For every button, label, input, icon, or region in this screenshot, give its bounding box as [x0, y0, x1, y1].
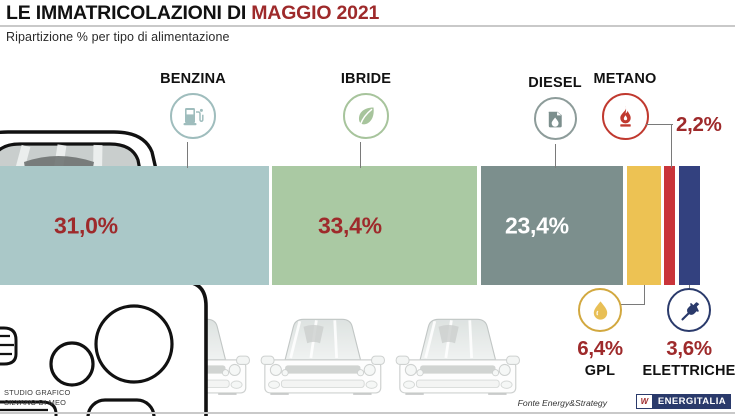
leader-line-metano-h: [646, 124, 673, 126]
droplet-icon: [578, 288, 622, 332]
category-label-ibride: IBRIDE: [340, 71, 392, 87]
logo-mark: W: [635, 394, 653, 409]
bar-value-diesel: 23,4%: [505, 212, 569, 238]
bar-segment-benzina[interactable]: 31,0%: [0, 166, 269, 285]
flame-icon: [601, 93, 649, 140]
jerry-can-icon: [533, 97, 577, 140]
bar-segment-ibride[interactable]: 33,4%: [272, 166, 477, 285]
stacked-bar-chart: 31,0% 33,4% 23,4%: [0, 166, 700, 285]
category-elettriche[interactable]: 3,6% ELETTRICHE: [640, 288, 735, 379]
category-metano[interactable]: METANO: [570, 71, 680, 140]
bar-value-ibride: 33,4%: [318, 212, 382, 238]
category-label-diesel: DIESEL: [528, 75, 582, 91]
leader-line-gpl-h: [600, 304, 645, 306]
bar-value-gpl: 6,4%: [577, 337, 623, 360]
callout-label-elettriche: ELETTRICHE: [642, 363, 735, 379]
page-subtitle: Ripartizione % per tipo di alimentazione: [6, 30, 230, 44]
bottom-divider: [0, 412, 735, 414]
bar-segment-gpl[interactable]: [627, 166, 661, 285]
leader-line-diesel: [555, 144, 557, 168]
credit-line-1: STUDIO GRAFICO: [4, 388, 71, 397]
leaf-icon: [343, 93, 389, 139]
title-divider: [0, 25, 735, 27]
leader-line-ibride: [360, 142, 362, 168]
callout-label-gpl: GPL: [584, 363, 616, 379]
leader-line-benzina: [187, 142, 189, 168]
title-main: LE IMMATRICOLAZIONI DI: [6, 2, 252, 24]
category-label-benzina: BENZINA: [160, 71, 226, 87]
category-benzina[interactable]: BENZINA: [133, 71, 253, 139]
bar-segment-metano[interactable]: [664, 166, 675, 285]
category-diesel[interactable]: DIESEL: [500, 75, 610, 140]
page-title: LE IMMATRICOLAZIONI DI MAGGIO 2021: [6, 2, 379, 25]
logo-wordmark: ENERGITALIA: [652, 394, 731, 409]
bar-segment-elettriche[interactable]: [679, 166, 700, 285]
leader-line-metano-v: [671, 124, 673, 168]
title-accent: MAGGIO 2021: [251, 2, 380, 24]
fuel-pump-icon: [170, 93, 216, 139]
category-ibride[interactable]: IBRIDE: [306, 71, 426, 139]
credit-line-2: SILVANO DI MEO: [4, 397, 67, 407]
bar-value-benzina: 31,0%: [54, 212, 118, 238]
leader-line-gpl-v: [644, 285, 646, 305]
category-label-metano: METANO: [593, 71, 657, 87]
bar-value-metano: 2,2%: [676, 113, 722, 136]
source-note: Fonte Energy&Strategy: [517, 398, 607, 408]
energitalia-logo: W ENERGITALIA: [635, 394, 731, 409]
category-gpl[interactable]: 6,4% GPL: [551, 288, 649, 379]
bar-value-elettriche: 3,6%: [666, 337, 712, 360]
bar-segment-diesel[interactable]: 23,4%: [481, 166, 623, 285]
plug-icon: [667, 288, 711, 332]
studio-credit: STUDIO GRAFICO SILVANO DI MEO: [4, 388, 70, 407]
